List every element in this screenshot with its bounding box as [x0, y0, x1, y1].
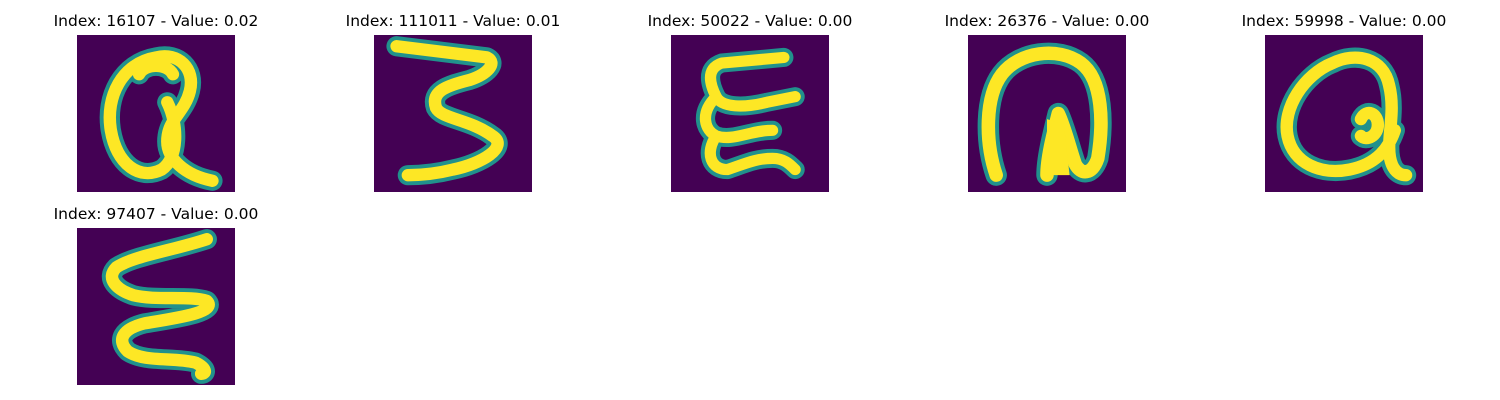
panel-title: Index: 26376 - Value: 0.00 — [944, 12, 1150, 30]
panel-title: Index: 50022 - Value: 0.00 — [647, 12, 853, 30]
handwritten-e-icon — [77, 228, 235, 385]
handwritten-n-icon — [968, 35, 1126, 192]
handwritten-3-icon — [374, 35, 532, 192]
panel-title: Index: 97407 - Value: 0.00 — [53, 205, 259, 223]
handwritten-e-icon — [671, 35, 829, 192]
handwritten-q-icon — [1265, 35, 1423, 192]
panel-title: Index: 111011 - Value: 0.01 — [345, 12, 561, 30]
panel-title: Index: 59998 - Value: 0.00 — [1241, 12, 1447, 30]
panel-title: Index: 16107 - Value: 0.02 — [53, 12, 259, 30]
handwritten-q-icon — [77, 35, 235, 192]
